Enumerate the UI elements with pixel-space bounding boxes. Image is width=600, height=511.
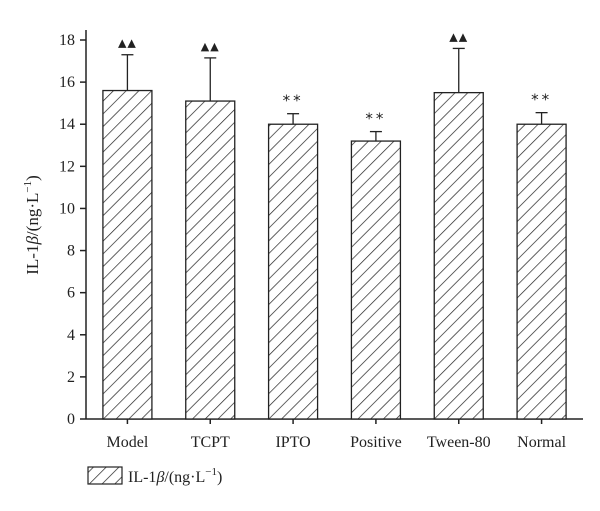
x-axis-ticks: Model TCPT IPTO Positive Tween-80 Normal xyxy=(107,419,567,451)
x-tick-label: IPTO xyxy=(275,434,310,451)
y-tick-label: 6 xyxy=(67,285,75,302)
bars-group: ▲▲ ▲▲ ** ** ▲▲ ** xyxy=(102,30,567,420)
legend-label-unit: /(ng·L xyxy=(164,469,205,486)
y-tick-label: 18 xyxy=(59,32,75,49)
legend-label-close: ) xyxy=(217,469,222,486)
significance-marker: ▲▲ xyxy=(449,30,468,43)
x-tick-label: Model xyxy=(107,434,149,451)
y-tick-label: 10 xyxy=(59,200,75,217)
bar xyxy=(185,100,236,420)
significance-marker: ** xyxy=(531,91,552,109)
x-tick-label: Tween-80 xyxy=(427,434,491,451)
y-axis-title-main: IL-1 xyxy=(23,245,42,275)
svg-text:IL-1β/(ng·L−1): IL-1β/(ng·L−1) xyxy=(128,466,222,486)
bar xyxy=(350,140,402,420)
y-axis-title-unit: /(ng·L xyxy=(23,193,42,236)
legend-label-exponent: −1 xyxy=(205,466,217,478)
x-tick-label: Positive xyxy=(350,434,402,451)
x-tick-label: TCPT xyxy=(191,434,230,451)
plot-area: 0 2 4 6 8 10 12 14 16 18 ▲▲ ▲▲ ** ** ▲▲ ** Model TCPT IP… xyxy=(59,30,583,451)
legend-label-main: IL-1 xyxy=(128,469,156,486)
legend: IL-1β/(ng·L−1) xyxy=(87,466,222,486)
y-axis-title: IL-1β/(ng·L−1) xyxy=(22,175,42,275)
y-tick-label: 8 xyxy=(67,243,75,260)
y-tick-label: 16 xyxy=(59,74,75,91)
svg-text:IL-1β/(ng·L−1): IL-1β/(ng·L−1) xyxy=(22,175,42,275)
y-tick-label: 12 xyxy=(59,158,75,175)
y-axis-ticks: 0 2 4 6 8 10 12 14 16 18 xyxy=(59,32,86,428)
y-tick-label: 14 xyxy=(59,116,75,133)
y-tick-label: 2 xyxy=(67,369,75,386)
significance-marker: ▲▲ xyxy=(118,37,137,50)
legend-label-beta: β xyxy=(155,469,164,486)
bar xyxy=(516,123,567,420)
bar xyxy=(433,91,484,420)
y-axis-title-exponent: −1 xyxy=(22,181,34,193)
significance-marker: ** xyxy=(365,110,386,128)
x-tick-label: Normal xyxy=(517,434,566,451)
bar xyxy=(267,123,319,420)
significance-marker: ▲▲ xyxy=(201,40,220,53)
bar xyxy=(102,89,153,420)
y-axis-title-close: ) xyxy=(23,175,42,181)
y-tick-label: 4 xyxy=(67,327,75,344)
significance-marker: ** xyxy=(283,92,304,110)
y-tick-label: 0 xyxy=(67,411,75,428)
legend-swatch xyxy=(87,466,123,485)
y-axis-title-beta: β xyxy=(23,236,42,246)
